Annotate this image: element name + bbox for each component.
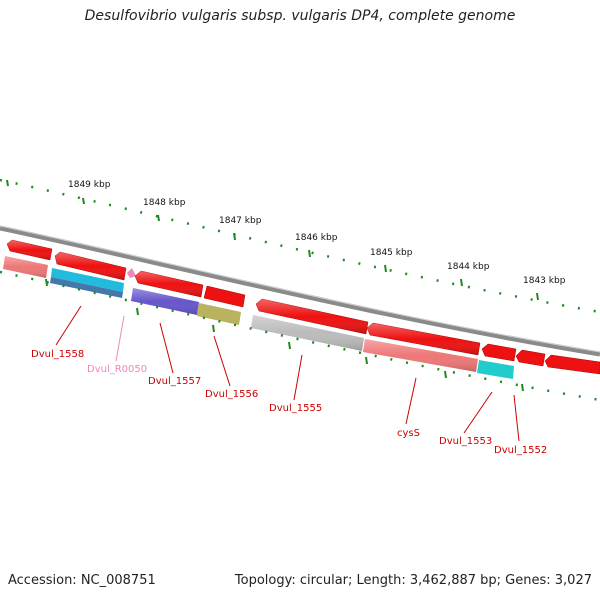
genome-backbone (0, 225, 600, 357)
major-tick (308, 249, 311, 258)
leader-line (293, 354, 303, 401)
leader-line (159, 322, 174, 374)
gene-arrow (515, 349, 546, 367)
gene-arrow (544, 354, 600, 375)
rna-arrow (127, 268, 136, 278)
outer-scale-ring (0, 178, 600, 314)
gene-label: Dvul_1557 (148, 376, 201, 387)
leader-line (405, 377, 417, 425)
function-block (51, 268, 124, 292)
major-tick (521, 383, 524, 392)
major-tick (444, 370, 447, 379)
scale-label: 1848 kbp (143, 198, 186, 208)
function-block (197, 303, 241, 325)
leader-line (55, 305, 82, 346)
major-tick (136, 307, 139, 316)
leader-line (213, 335, 231, 387)
major-tick (288, 341, 291, 350)
scale-label: 1847 kbp (219, 216, 262, 226)
accession-text: Accession: NC_008751 (8, 573, 156, 588)
function-blocks (3, 256, 514, 379)
scale-label: 1843 kbp (523, 276, 566, 286)
gene-label: Dvul_1555 (269, 403, 322, 414)
major-tick (460, 278, 463, 287)
major-tick (6, 179, 9, 187)
leader-lines (55, 305, 520, 442)
major-tick (82, 197, 85, 205)
genome-title: Desulfovibrio vulgaris subsp. vulgaris D… (84, 8, 516, 24)
function-block (50, 277, 123, 298)
genome-summary-text: Topology: circular; Length: 3,462,887 bp… (234, 573, 592, 588)
inner-scale-ring (0, 270, 600, 402)
scale-label: 1846 kbp (295, 233, 338, 243)
gene-label: Dvul_1558 (31, 349, 84, 360)
major-tick (233, 232, 236, 241)
major-tick (384, 264, 387, 273)
gene-label: Dvul_1552 (494, 445, 547, 456)
function-block (477, 360, 514, 379)
scale-label: 1845 kbp (370, 248, 413, 258)
scale-label: 1844 kbp (447, 262, 490, 272)
gene-label: Dvul_1556 (205, 389, 258, 400)
leader-line (463, 391, 493, 434)
gene-label: Dvul_R0050 (87, 364, 147, 375)
leader-line (513, 394, 520, 442)
forward-strand-genes (6, 239, 600, 375)
major-tick (536, 292, 539, 301)
major-tick (157, 214, 160, 222)
major-tick (212, 324, 215, 333)
gene-arrow (203, 285, 246, 308)
gene-label: cysS (397, 428, 420, 439)
scale-label: 1849 kbp (68, 180, 111, 190)
gene-label: Dvul_1553 (439, 436, 492, 447)
major-tick (45, 278, 48, 287)
gene-arrow (481, 343, 517, 362)
major-tick (365, 356, 368, 365)
leader-line (115, 315, 125, 362)
